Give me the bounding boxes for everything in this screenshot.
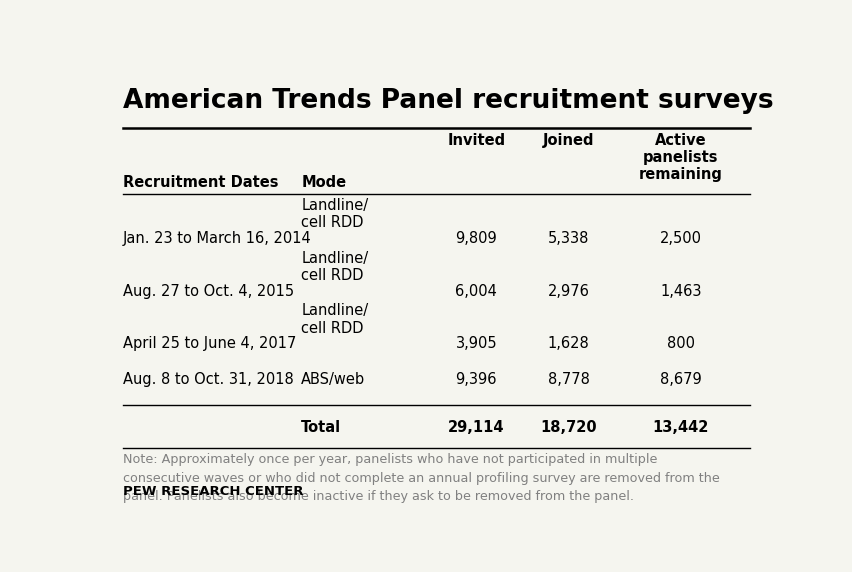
Text: 8,778: 8,778 <box>548 372 590 387</box>
Text: 1,628: 1,628 <box>548 336 590 351</box>
Text: Landline/
cell RDD: Landline/ cell RDD <box>302 303 368 336</box>
Text: Total: Total <box>302 420 342 435</box>
Text: Landline/
cell RDD: Landline/ cell RDD <box>302 198 368 230</box>
Text: 3,905: 3,905 <box>456 336 497 351</box>
Text: Landline/
cell RDD: Landline/ cell RDD <box>302 251 368 283</box>
Text: 9,809: 9,809 <box>455 231 498 246</box>
Text: 1,463: 1,463 <box>660 284 702 299</box>
Text: PEW RESEARCH CENTER: PEW RESEARCH CENTER <box>123 485 303 498</box>
Text: Joined: Joined <box>543 133 595 148</box>
Text: 13,442: 13,442 <box>653 420 709 435</box>
Text: 18,720: 18,720 <box>540 420 597 435</box>
Text: 9,396: 9,396 <box>456 372 497 387</box>
Text: American Trends Panel recruitment surveys: American Trends Panel recruitment survey… <box>123 89 774 114</box>
Text: 6,004: 6,004 <box>455 284 498 299</box>
Text: 800: 800 <box>667 336 695 351</box>
Text: 8,679: 8,679 <box>660 372 702 387</box>
Text: Jan. 23 to March 16, 2014: Jan. 23 to March 16, 2014 <box>123 231 312 246</box>
Text: Aug. 27 to Oct. 4, 2015: Aug. 27 to Oct. 4, 2015 <box>123 284 294 299</box>
Text: Aug. 8 to Oct. 31, 2018: Aug. 8 to Oct. 31, 2018 <box>123 372 294 387</box>
Text: Note: Approximately once per year, panelists who have not participated in multip: Note: Approximately once per year, panel… <box>123 453 720 503</box>
Text: April 25 to June 4, 2017: April 25 to June 4, 2017 <box>123 336 296 351</box>
Text: 29,114: 29,114 <box>448 420 504 435</box>
Text: 2,500: 2,500 <box>660 231 702 246</box>
Text: ABS/web: ABS/web <box>302 372 366 387</box>
Text: 2,976: 2,976 <box>548 284 590 299</box>
Text: Invited: Invited <box>447 133 505 148</box>
Text: Recruitment Dates: Recruitment Dates <box>123 175 279 190</box>
Text: Mode: Mode <box>302 175 347 190</box>
Text: Active
panelists
remaining: Active panelists remaining <box>639 133 722 182</box>
Text: 5,338: 5,338 <box>548 231 590 246</box>
